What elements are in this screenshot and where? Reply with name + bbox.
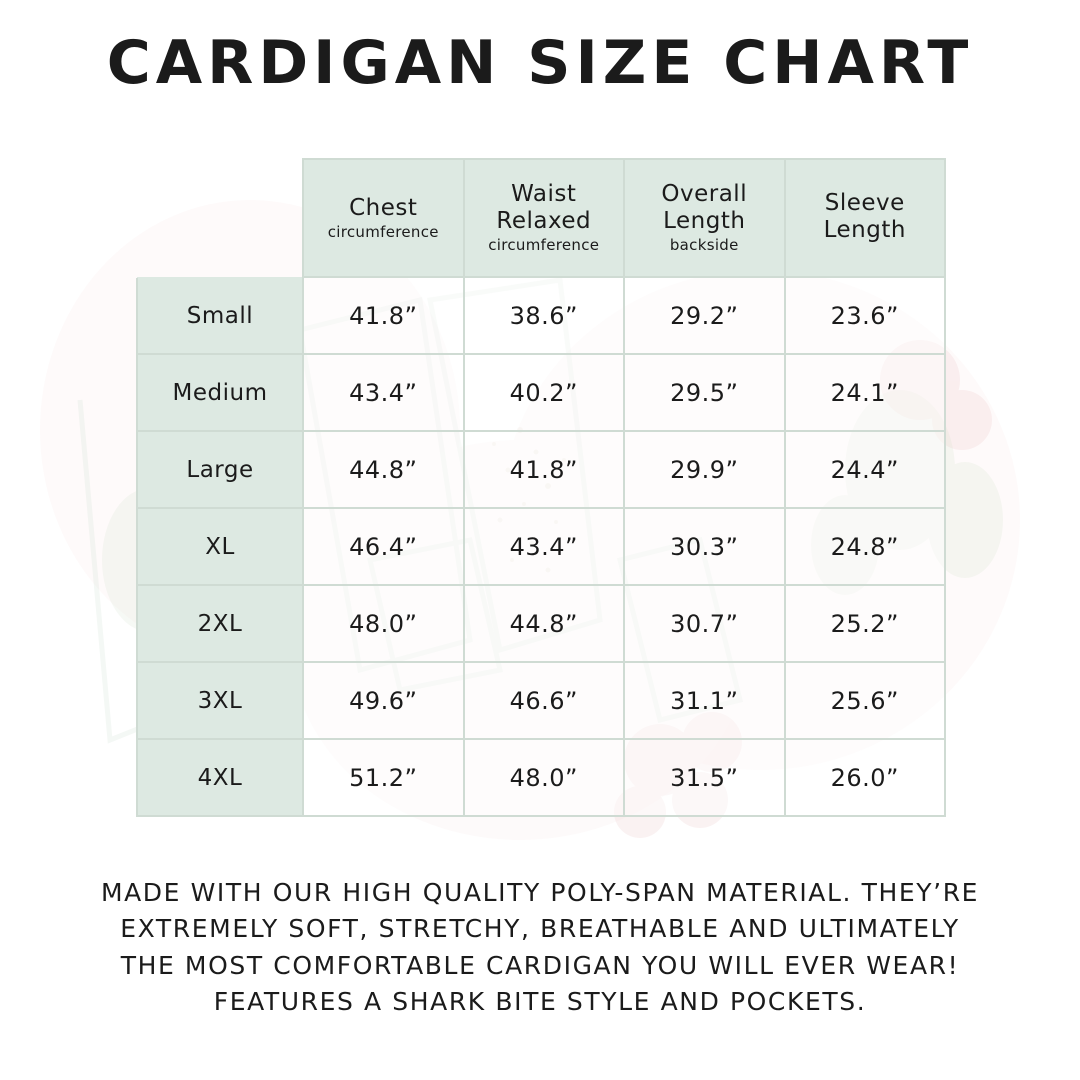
table-row: Medium 43.4” 40.2” 29.5” 24.1” bbox=[136, 353, 946, 432]
footer-line-2: EXTREMELY SOFT, STRETCHY, BREATHABLE AND… bbox=[120, 914, 960, 944]
cell-sleeve: 24.1” bbox=[783, 353, 946, 432]
cell-waist: 48.0” bbox=[462, 738, 625, 817]
table-row: 2XL 48.0” 44.8” 30.7” 25.2” bbox=[136, 584, 946, 663]
table-row: XL 46.4” 43.4” 30.3” 24.8” bbox=[136, 507, 946, 586]
column-header-sleeve-length: Sleeve Length bbox=[783, 158, 946, 278]
cell-length: 31.5” bbox=[623, 738, 786, 817]
row-size-label: Small bbox=[136, 276, 304, 355]
cell-sleeve: 24.4” bbox=[783, 430, 946, 509]
cell-chest: 51.2” bbox=[302, 738, 465, 817]
cell-chest: 41.8” bbox=[302, 276, 465, 355]
table-row: Small 41.8” 38.6” 29.2” 23.6” bbox=[136, 276, 946, 355]
cell-length: 29.5” bbox=[623, 353, 786, 432]
cell-length: 29.2” bbox=[623, 276, 786, 355]
cell-waist: 41.8” bbox=[462, 430, 625, 509]
cell-waist: 44.8” bbox=[462, 584, 625, 663]
column-header-waist-relaxed: Waist Relaxed circumference bbox=[462, 158, 625, 278]
column-header-sleeve-main: Sleeve Length bbox=[823, 189, 906, 243]
column-header-chest: Chest circumference bbox=[302, 158, 465, 278]
row-size-label: Medium bbox=[136, 353, 304, 432]
size-chart-table: Chest circumference Waist Relaxed circumf… bbox=[136, 158, 946, 817]
cell-waist: 40.2” bbox=[462, 353, 625, 432]
table-corner-cell bbox=[137, 159, 304, 277]
cell-sleeve: 26.0” bbox=[783, 738, 946, 817]
cell-sleeve: 25.2” bbox=[783, 584, 946, 663]
cell-waist: 38.6” bbox=[462, 276, 625, 355]
table-row: 3XL 49.6” 46.6” 31.1” 25.6” bbox=[136, 661, 946, 740]
column-header-waist-main: Waist Relaxed bbox=[496, 181, 592, 235]
row-size-label: 2XL bbox=[136, 584, 304, 663]
cell-chest: 43.4” bbox=[302, 353, 465, 432]
row-size-label: 4XL bbox=[136, 738, 304, 817]
page-title: CARDIGAN SIZE CHART bbox=[106, 28, 974, 98]
column-header-chest-main: Chest bbox=[349, 194, 418, 221]
table-row: Large 44.8” 41.8” 29.9” 24.4” bbox=[136, 430, 946, 509]
table-header-row: Chest circumference Waist Relaxed circumf… bbox=[137, 158, 946, 278]
cell-waist: 46.6” bbox=[462, 661, 625, 740]
cell-length: 30.7” bbox=[623, 584, 786, 663]
column-header-chest-sub: circumference bbox=[327, 222, 439, 241]
footer-line-3: THE MOST COMFORTABLE CARDIGAN YOU WILL E… bbox=[120, 950, 960, 980]
column-header-length-sub: backside bbox=[669, 236, 739, 255]
cell-chest: 46.4” bbox=[302, 507, 465, 586]
cell-length: 31.1” bbox=[623, 661, 786, 740]
row-size-label: XL bbox=[136, 507, 304, 586]
cell-chest: 49.6” bbox=[302, 661, 465, 740]
cell-chest: 48.0” bbox=[302, 584, 465, 663]
column-header-waist-sub: circumference bbox=[488, 236, 600, 255]
cell-sleeve: 25.6” bbox=[783, 661, 946, 740]
cell-sleeve: 24.8” bbox=[783, 507, 946, 586]
footer-description: MADE WITH OUR HIGH QUALITY POLY-SPAN MAT… bbox=[0, 875, 1080, 1020]
column-header-overall-length: Overall Length backside bbox=[623, 158, 786, 278]
column-header-length-main: Overall Length bbox=[661, 181, 748, 235]
cell-sleeve: 23.6” bbox=[783, 276, 946, 355]
footer-line-1: MADE WITH OUR HIGH QUALITY POLY-SPAN MAT… bbox=[100, 878, 980, 907]
cell-chest: 44.8” bbox=[302, 430, 465, 509]
cell-waist: 43.4” bbox=[462, 507, 625, 586]
row-size-label: Large bbox=[136, 430, 304, 509]
table-row: 4XL 51.2” 48.0” 31.5” 26.0” bbox=[136, 738, 946, 817]
footer-line-4: FEATURES A SHARK BITE STYLE AND POCKETS. bbox=[213, 986, 867, 1016]
cell-length: 30.3” bbox=[623, 507, 786, 586]
row-size-label: 3XL bbox=[136, 661, 304, 740]
cell-length: 29.9” bbox=[623, 430, 786, 509]
